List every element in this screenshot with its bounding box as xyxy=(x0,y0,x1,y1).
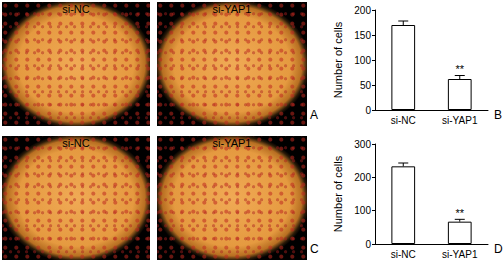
svg-text:100: 100 xyxy=(354,205,371,216)
svg-text:0: 0 xyxy=(365,239,371,250)
svg-text:si-YAP1: si-YAP1 xyxy=(442,115,478,126)
svg-text:0: 0 xyxy=(365,105,371,116)
html-text:B: B xyxy=(494,108,502,122)
svg-text:300: 300 xyxy=(354,139,371,150)
html-text:D: D xyxy=(494,242,503,256)
svg-text:50: 50 xyxy=(360,80,372,91)
svg-text:Number of cells: Number of cells xyxy=(332,21,344,98)
svg-text:100: 100 xyxy=(354,55,371,66)
svg-text:150: 150 xyxy=(354,30,371,41)
html-text:si-NC: si-NC xyxy=(62,3,90,15)
html-text:si-YAP1: si-YAP1 xyxy=(212,3,252,15)
svg-text:200: 200 xyxy=(354,172,371,183)
html-text:si-NC: si-NC xyxy=(62,137,90,149)
html-text:si-YAP1: si-YAP1 xyxy=(212,137,252,149)
svg-text:**: ** xyxy=(455,63,464,75)
svg-text:si-NC: si-NC xyxy=(391,115,416,126)
html-text:C: C xyxy=(310,242,319,256)
svg-text:200: 200 xyxy=(354,5,371,16)
svg-text:si-NC: si-NC xyxy=(391,249,416,260)
svg-text:**: ** xyxy=(455,207,464,219)
html-text:A: A xyxy=(310,108,318,122)
svg-text:Number of cells: Number of cells xyxy=(332,155,344,232)
svg-text:si-YAP1: si-YAP1 xyxy=(442,249,478,260)
